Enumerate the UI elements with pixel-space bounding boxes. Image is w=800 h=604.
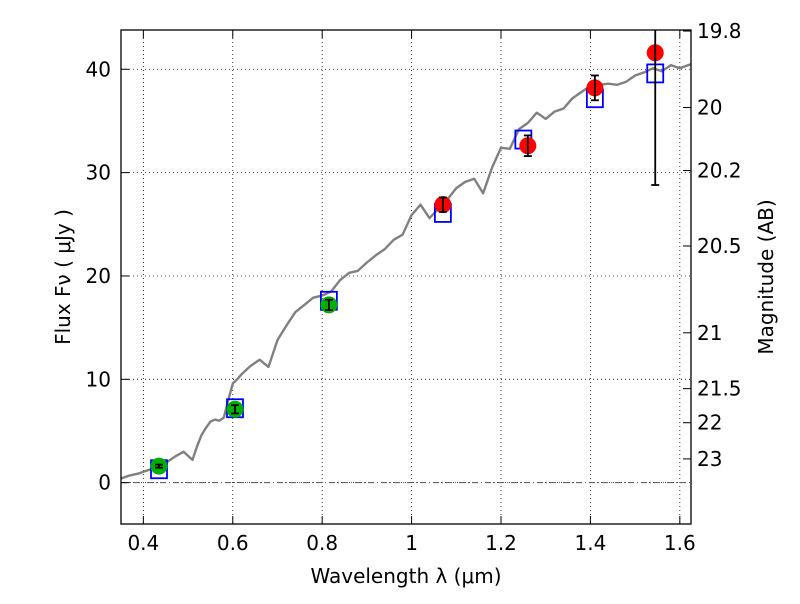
y2-tick-label: 23 [697,447,722,471]
x-axis-label: Wavelength λ (μm) [310,564,501,588]
spectrum-line [120,62,692,480]
y-tick-label: 30 [86,161,111,185]
y2-tick-label: 20.5 [697,234,742,258]
y2-tick-label: 21.5 [697,377,742,401]
y2-tick-label: 19.8 [697,19,742,43]
y-tick-label: 20 [86,264,111,288]
y-tick-label: 10 [86,367,111,391]
x-tick-label: 0.6 [217,531,249,555]
y-axis-label: Flux Fν ( μJy ) [51,209,75,345]
x-tick-label: 1.2 [485,531,517,555]
y2-tick-label: 20 [697,96,722,120]
y2-tick-label: 22 [697,411,722,435]
x-tick-label: 1.4 [575,531,607,555]
y-tick-label: 40 [86,57,111,81]
y2-tick-label: 21 [697,321,722,345]
y-tick-label: 0 [98,471,111,495]
axis-ticks: 0.4 0.6 0.8 1 1.2 1.4 1.6 0 10 20 30 40 19.8 20 20.2 20… [86,19,742,555]
x-tick-label: 0.4 [127,531,159,555]
x-tick-label: 1.6 [664,531,696,555]
x-tick-label: 1 [405,531,418,555]
y2-tick-label: 20.2 [697,159,742,183]
x-tick-label: 0.8 [306,531,338,555]
right-axis-label: Magnitude (AB) [754,199,778,354]
axes-frame [120,29,692,525]
grid-lines [121,30,691,524]
plot-area [120,30,692,480]
